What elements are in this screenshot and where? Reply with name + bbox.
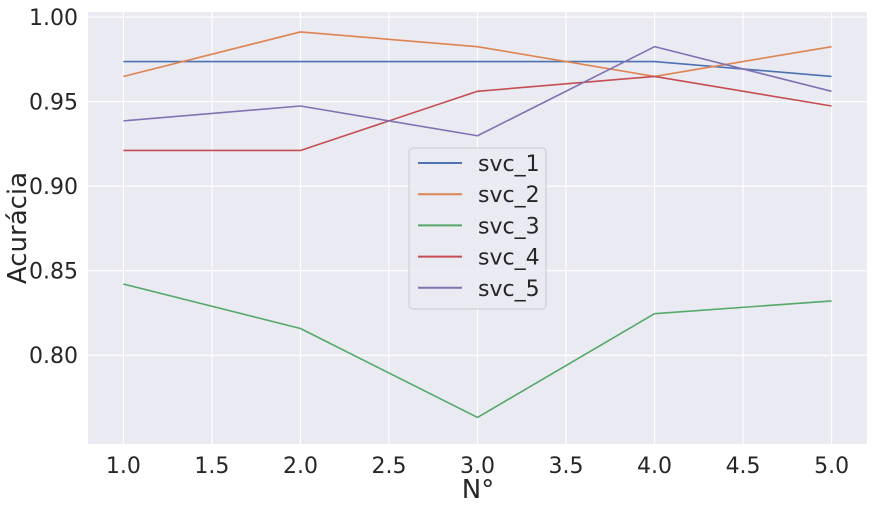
legend-label: svc_2: [478, 183, 540, 208]
legend-box: [408, 147, 547, 310]
legend-label: svc_3: [478, 214, 540, 239]
y-tick-label: 0.95: [29, 91, 78, 116]
y-tick-label: 0.90: [29, 175, 78, 200]
y-tick-label: 1.00: [29, 6, 78, 31]
x-tick-label: 3.0: [460, 454, 495, 479]
x-tick-label: 2.5: [371, 454, 406, 479]
series-line-svc-4: [123, 75, 832, 152]
legend: svc_1 svc_2 svc_3 svc_4 svc_5: [408, 147, 547, 310]
y-tick-label: 0.85: [29, 260, 78, 285]
y-axis-label: Acurácia: [3, 172, 33, 284]
y-tick-labels: 0.80 0.85 0.90 0.95 1.00: [29, 6, 78, 369]
x-tick-label: 5.0: [814, 454, 849, 479]
legend-label: svc_1: [478, 152, 540, 177]
x-axis-label: N°: [462, 475, 494, 505]
x-tick-label: 2.0: [283, 454, 318, 479]
x-tick-label: 4.5: [726, 454, 761, 479]
x-tick-labels: 1.0 1.5 2.0 2.5 3.0 3.5 4.0 4.5 5.0: [106, 454, 849, 479]
series-lines: [123, 31, 832, 419]
x-tick-label: 3.5: [549, 454, 584, 479]
x-tick-label: 1.5: [194, 454, 229, 479]
legend-label: svc_4: [478, 246, 540, 271]
legend-label: svc_5: [478, 277, 540, 302]
series-line-svc-2: [123, 31, 832, 78]
x-tick-label: 4.0: [637, 454, 672, 479]
x-tick-label: 1.0: [106, 454, 141, 479]
y-tick-label: 0.80: [29, 344, 78, 369]
series-line-svc-3: [123, 283, 832, 419]
series-line-svc-5: [123, 45, 832, 137]
